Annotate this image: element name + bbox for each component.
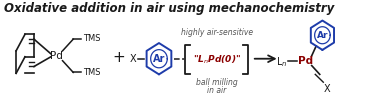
Text: L$_n$: L$_n$ <box>276 55 288 69</box>
Text: in air: in air <box>207 86 226 95</box>
Text: Ar: Ar <box>153 54 165 64</box>
Text: "L$_n$Pd(0)": "L$_n$Pd(0)" <box>192 53 241 66</box>
Text: Pd: Pd <box>50 51 63 61</box>
Text: X: X <box>130 54 136 64</box>
Text: ball milling: ball milling <box>196 78 237 87</box>
Text: Ar: Ar <box>317 31 328 40</box>
Text: TMS: TMS <box>83 34 101 43</box>
Text: highly air-sensitive: highly air-sensitive <box>181 28 253 37</box>
Text: Pd: Pd <box>298 56 313 66</box>
Text: +: + <box>112 50 125 65</box>
Text: Oxidative addition in air using mechanochemistry: Oxidative addition in air using mechanoc… <box>3 2 334 15</box>
Text: TMS: TMS <box>83 68 101 77</box>
Text: X: X <box>324 84 330 94</box>
